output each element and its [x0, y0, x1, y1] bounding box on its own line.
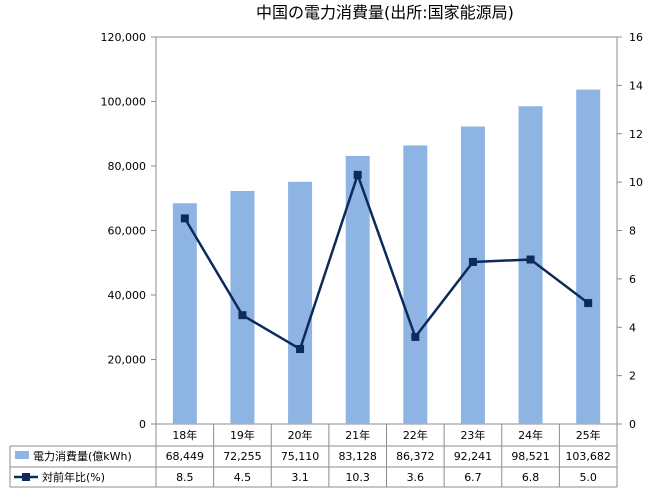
category-label: 23年 — [460, 428, 485, 442]
legend-label-line: 対前年比(%) — [42, 470, 105, 484]
right-axis-tick-label: 10 — [629, 176, 643, 189]
line-point — [584, 299, 593, 308]
chart-title: 中国の電力消費量(出所:国家能源局) — [256, 3, 514, 22]
line-point — [353, 170, 362, 179]
line-value-label: 4.5 — [234, 471, 252, 484]
bar-value-label: 86,372 — [396, 450, 435, 463]
left-axis-tick-label: 0 — [139, 418, 146, 431]
left-axis-tick-label: 120,000 — [101, 31, 147, 44]
line-point — [411, 332, 420, 341]
line-value-label: 8.5 — [176, 471, 194, 484]
left-axis-tick-label: 40,000 — [108, 289, 147, 302]
left-axis-tick-label: 100,000 — [101, 96, 147, 109]
right-axis-tick-label: 8 — [629, 225, 636, 238]
left-axis-tick-label: 20,000 — [108, 354, 147, 367]
plot-area — [155, 36, 618, 425]
bar-value-label: 98,521 — [511, 450, 550, 463]
right-axis-tick-label: 0 — [629, 418, 636, 431]
bar — [230, 190, 255, 424]
category-label: 21年 — [345, 428, 370, 442]
left-axis: 0 20,000 40,000 60,000 80,000 100,000 120,000 — [101, 31, 156, 431]
line-value-label: 3.6 — [407, 471, 425, 484]
bar — [288, 181, 313, 424]
category-label: 24年 — [518, 428, 543, 442]
bar-value-label: 103,682 — [565, 450, 611, 463]
bar — [403, 145, 428, 424]
right-axis: 0 2 4 6 8 10 12 14 16 — [617, 31, 643, 431]
line-point — [296, 345, 305, 354]
line-series — [180, 170, 593, 354]
category-label: 20年 — [288, 428, 313, 442]
right-axis-tick-label: 16 — [629, 31, 643, 44]
bar-value-label: 83,128 — [338, 450, 377, 463]
line-value-label: 6.8 — [522, 471, 540, 484]
bar-value-label: 72,255 — [223, 450, 262, 463]
right-axis-tick-label: 12 — [629, 128, 643, 141]
line-value-label: 10.3 — [345, 471, 370, 484]
line-value-label: 5.0 — [579, 471, 597, 484]
right-axis-tick-label: 6 — [629, 273, 636, 286]
line-point — [238, 311, 247, 320]
line-point — [468, 257, 477, 266]
bar-value-label: 92,241 — [454, 450, 493, 463]
left-axis-tick-label: 80,000 — [108, 160, 147, 173]
category-label: 18年 — [172, 428, 197, 442]
legend-marker-line — [22, 473, 30, 481]
right-axis-tick-label: 2 — [629, 370, 636, 383]
category-label: 22年 — [403, 428, 428, 442]
bar — [172, 203, 197, 424]
line-point — [526, 255, 535, 264]
bar-value-label: 75,110 — [281, 450, 320, 463]
line-value-label: 3.1 — [291, 471, 309, 484]
line-path — [183, 171, 589, 351]
right-axis-tick-label: 14 — [629, 79, 643, 92]
bar — [576, 89, 601, 424]
category-label: 19年 — [230, 428, 255, 442]
bar-series — [172, 89, 601, 425]
line-value-label: 6.7 — [464, 471, 482, 484]
left-axis-tick-label: 60,000 — [108, 225, 147, 238]
legend-swatch-bar — [15, 451, 29, 459]
bar-value-label: 68,449 — [166, 450, 205, 463]
category-label: 25年 — [576, 428, 601, 442]
bar — [460, 126, 485, 425]
line-point — [180, 214, 189, 223]
legend-label-bar: 電力消費量(億kWh) — [33, 449, 132, 463]
plot-frame — [155, 36, 618, 425]
right-axis-tick-label: 4 — [629, 321, 636, 334]
